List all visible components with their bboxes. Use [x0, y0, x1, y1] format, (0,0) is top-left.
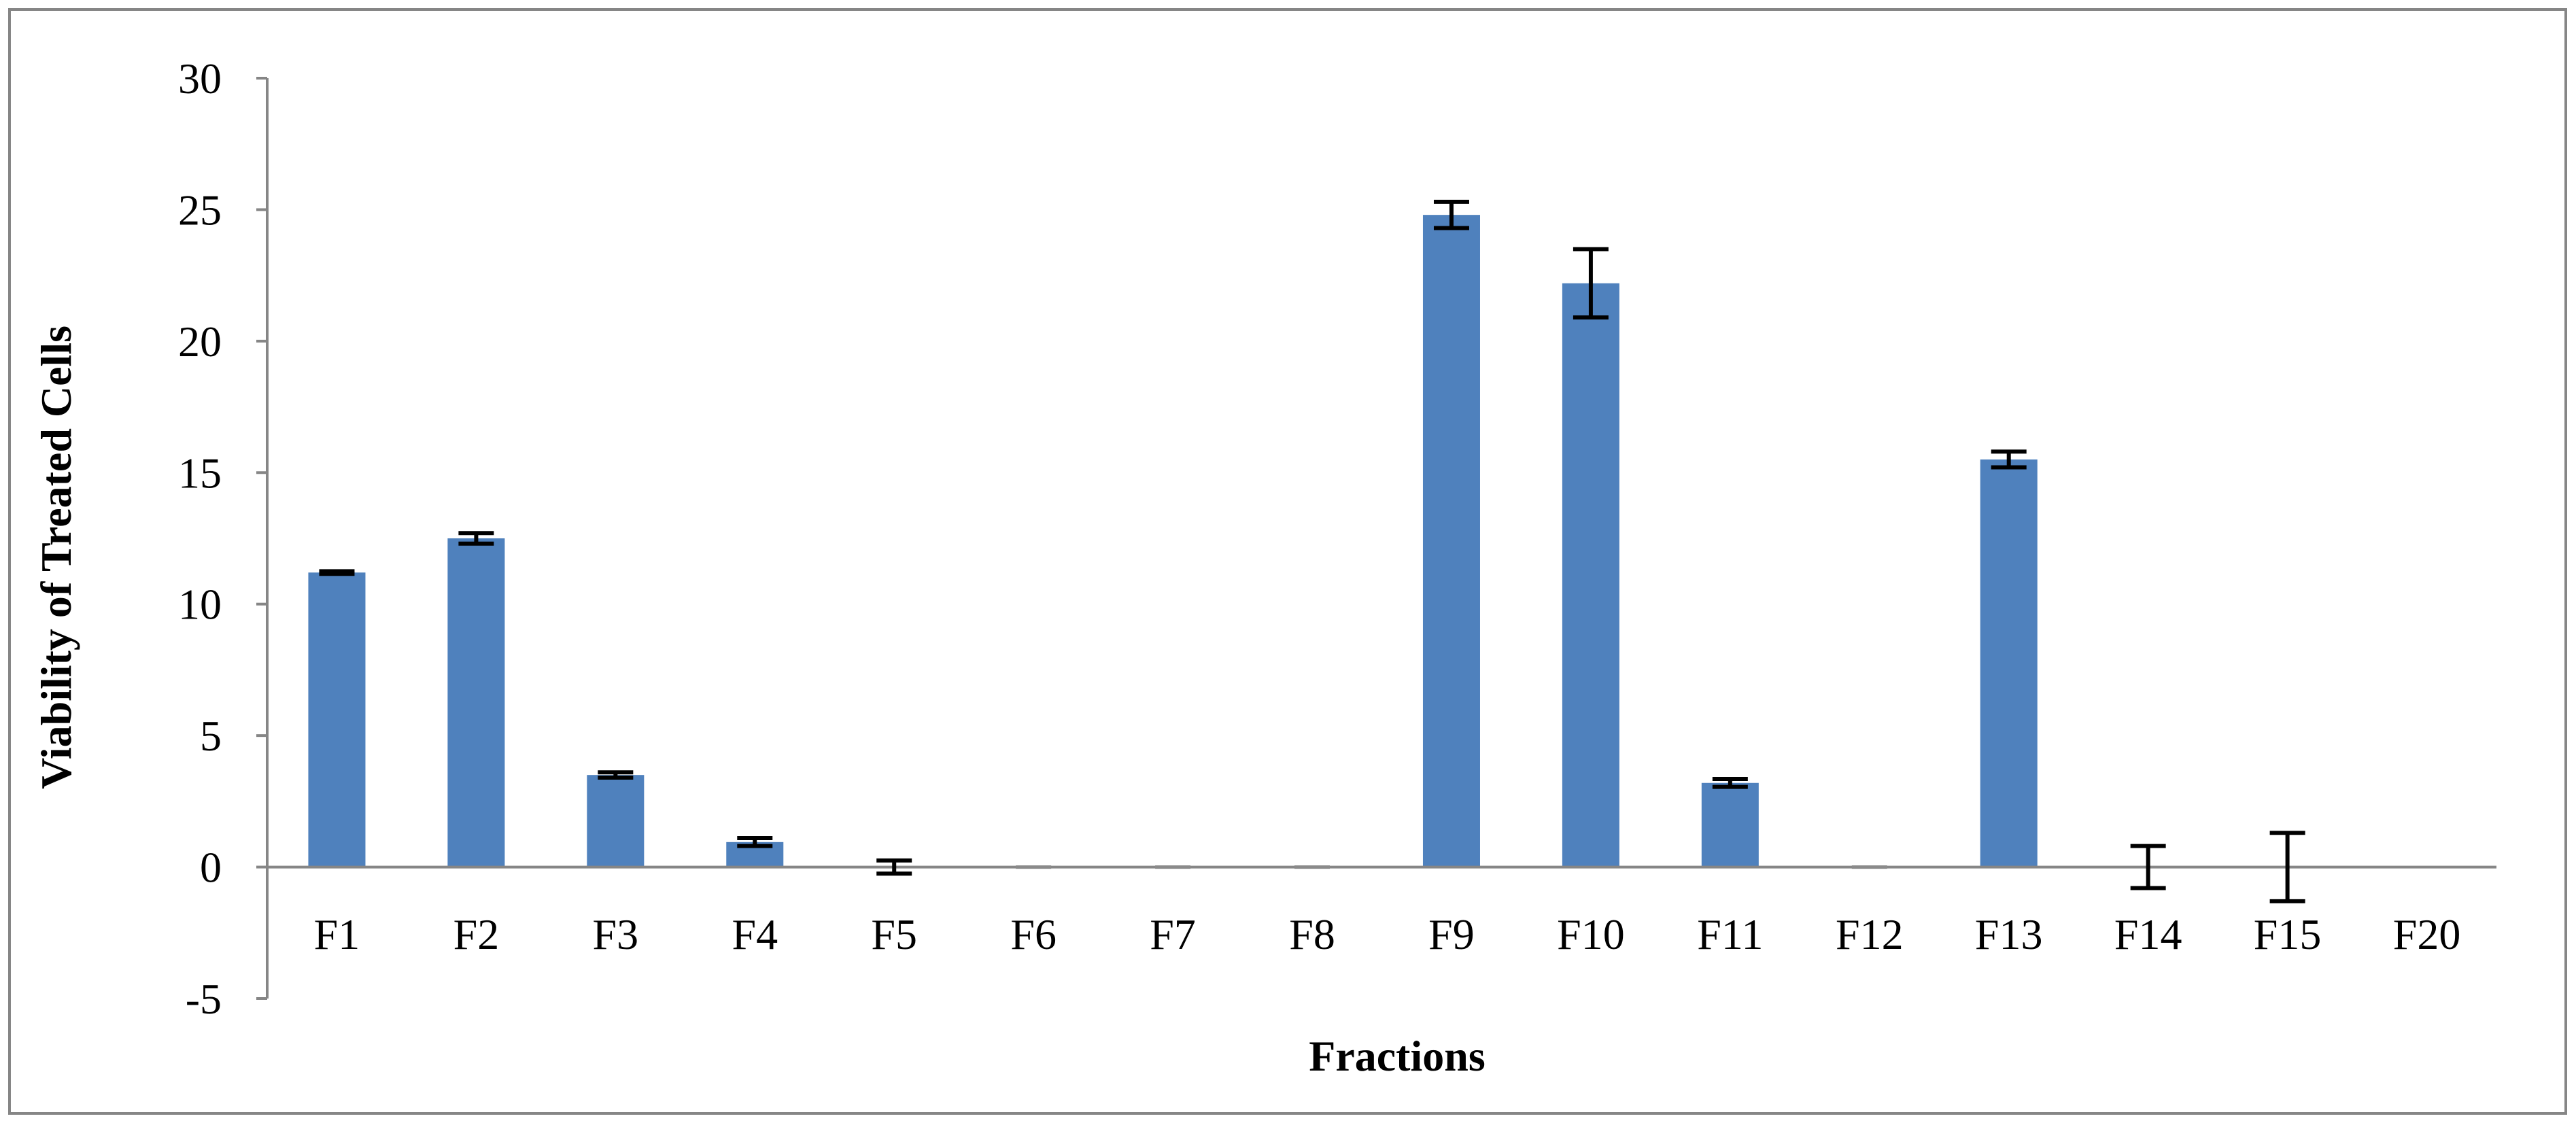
- bar-f9: [1422, 215, 1480, 867]
- x-tick-label: F4: [732, 910, 778, 958]
- bar-f10: [1562, 283, 1619, 867]
- x-tick-label: F9: [1428, 910, 1475, 958]
- y-tick-label: 25: [178, 186, 222, 234]
- error-bar-f4: [737, 836, 773, 848]
- error-bar-f13: [1991, 449, 2027, 470]
- x-tick-label: F2: [453, 910, 500, 958]
- x-tick-label: F14: [2114, 910, 2182, 958]
- y-tick-label: 0: [200, 844, 222, 892]
- x-tick-label: F10: [1557, 910, 1625, 958]
- error-bar-f15: [2269, 831, 2305, 903]
- y-tick-label: -5: [186, 975, 222, 1023]
- x-tick-label: F3: [593, 910, 639, 958]
- bar-f1: [308, 572, 366, 867]
- y-tick-label: 15: [178, 449, 222, 497]
- y-tick-label: 10: [178, 580, 222, 629]
- y-tick-label: 5: [200, 712, 222, 760]
- x-axis-title: Fractions: [1309, 1032, 1486, 1080]
- x-tick-label: F13: [1975, 910, 2043, 958]
- bar-f11: [1701, 782, 1759, 867]
- error-bar-f11: [1712, 776, 1748, 789]
- x-tick-label: F7: [1150, 910, 1196, 958]
- error-bar-f5: [876, 858, 912, 876]
- y-tick-label: 20: [178, 317, 222, 366]
- chart-frame: [8, 8, 2567, 1115]
- error-bar-f2: [458, 531, 494, 546]
- error-bars: [319, 199, 2305, 903]
- bar-f2: [447, 538, 505, 867]
- x-tick-label: F6: [1010, 910, 1057, 958]
- x-tick-label: F12: [1836, 910, 1904, 958]
- y-tick-label: 30: [178, 54, 222, 103]
- x-tick-label: F15: [2254, 910, 2322, 958]
- x-tick-label: F8: [1289, 910, 1335, 958]
- error-bar-f9: [1433, 199, 1469, 230]
- error-bar-f10: [1573, 247, 1609, 320]
- x-tick-labels: F1 F2 F3 F4 F5 F6 F7 F8 F9 F10 F11 F12 F13 F14 F15 F20: [314, 910, 2461, 958]
- error-bar-f14: [2130, 844, 2166, 890]
- x-tick-label: F5: [871, 910, 917, 958]
- axes: [256, 77, 2496, 1000]
- error-bar-f3: [598, 770, 634, 780]
- bar-f3: [587, 775, 645, 867]
- x-tick-label: F20: [2393, 910, 2461, 958]
- y-tick-labels: 30 25 20 15 10 5 0 -5: [178, 54, 222, 1023]
- error-bar-f1: [319, 569, 355, 576]
- bars: [308, 215, 2038, 867]
- x-tick-label: F1: [314, 910, 360, 958]
- bar-f13: [1980, 459, 2038, 867]
- x-tick-label: F11: [1697, 910, 1763, 958]
- y-axis-title: Viability of Treated Cells: [32, 326, 80, 789]
